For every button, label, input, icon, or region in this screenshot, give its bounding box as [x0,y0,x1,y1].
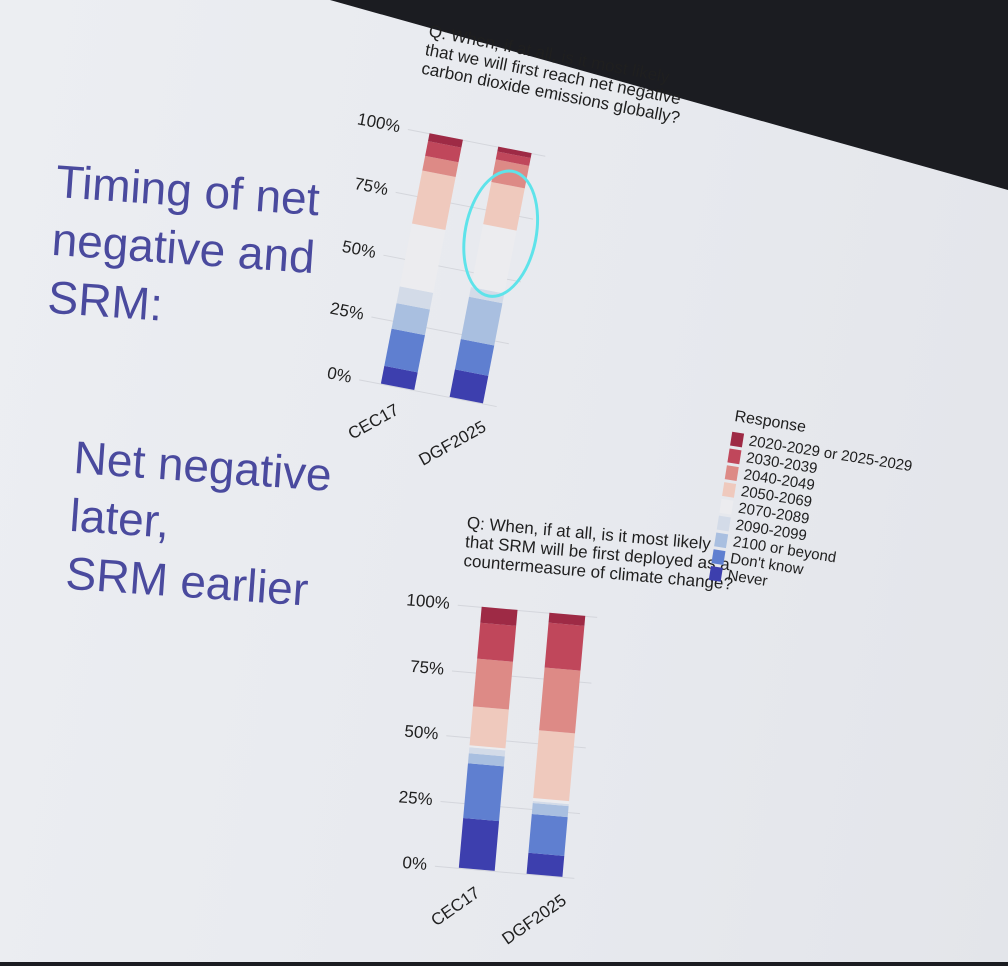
y-tick-label: 50% [403,721,440,744]
legend-items: 2020-2029 or 2025-2029 2030-2039 2040-2049… [708,430,913,610]
legend-swatch [730,431,745,447]
bar-segment [528,813,568,856]
bar-segment [544,623,585,671]
bar-segment [463,763,504,822]
bar-segment [472,658,513,710]
legend-swatch [724,464,739,481]
legend-swatch [716,515,731,531]
bar-segment [458,818,500,871]
bar-segment [477,622,517,663]
y-tick-label: 25% [397,786,434,809]
bar-segment [526,852,565,877]
legend-swatch [722,481,737,498]
slide-subheading: Net negative later, SRM earlier [64,428,334,620]
legend-swatch [708,565,723,582]
legend-swatch [711,548,726,565]
bar-segment [469,705,509,749]
y-tick-label: 100% [405,590,451,613]
bar-segment [539,667,581,734]
y-tick-label: 75% [409,656,445,679]
y-tick-label: 0% [401,852,428,874]
legend-swatch [727,448,742,464]
chart-legend: Response 2020-2029 or 2025-2029 2030-2039… [708,408,917,610]
legend-swatch [719,498,734,515]
bar-segment [533,730,575,802]
bar-segment [384,328,425,373]
legend-swatch [714,531,729,548]
bar-segment [480,606,518,626]
slide-heading: Timing of net negative and SRM: [46,152,322,344]
